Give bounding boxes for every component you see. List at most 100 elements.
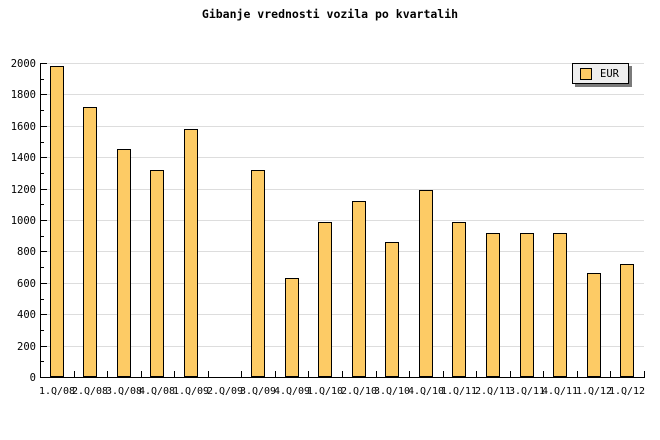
bar [520,233,534,377]
y-axis-label: 200 [17,341,36,353]
y-axis [40,63,41,378]
x-axis-label: 3.Q/10 [373,386,411,397]
bar [486,233,500,377]
y-tick [41,142,44,143]
bar [285,278,299,377]
x-axis-label: 2.Q/10 [340,386,378,397]
y-axis-label: 1800 [10,89,36,101]
x-axis-label: 2.Q/09 [206,386,244,397]
x-axis [40,377,645,378]
y-tick [41,157,47,158]
legend-swatch-icon [580,67,592,80]
y-tick [41,204,44,205]
y-tick [41,173,44,174]
bar [150,170,164,377]
x-tick [476,371,477,377]
bar [83,107,97,377]
y-tick [41,236,44,237]
y-tick [41,314,47,315]
y-axis-label: 2000 [10,58,36,70]
y-axis-label: 0 [29,372,36,384]
y-tick [41,189,47,190]
y-axis-label: 1400 [10,152,36,164]
bar [318,222,332,377]
bar [553,233,567,377]
x-axis-label: 4.Q/08 [138,386,176,397]
x-axis-label: 4.Q/09 [273,386,311,397]
y-tick [41,346,47,347]
x-tick [577,371,578,377]
bar [184,129,198,377]
y-tick [41,299,44,300]
y-axis-label: 600 [17,278,36,290]
bar [620,264,634,377]
x-tick [342,371,343,377]
y-tick [41,94,47,95]
bar [385,242,399,377]
y-tick [41,63,47,64]
y-tick [41,126,47,127]
x-axis-label: 1.Q/08 [38,386,76,397]
gridline [40,157,644,158]
gridline [40,251,644,252]
y-tick [41,377,47,378]
chart-title: Gibanje vrednosti vozila po kvartalih [201,7,459,21]
x-tick [644,371,645,377]
x-tick [241,371,242,377]
x-axis-label: 2.Q/08 [71,386,109,397]
y-tick [41,330,44,331]
x-axis-label: 1.Q/11 [440,386,478,397]
y-tick [41,251,47,252]
gridline [40,283,644,284]
x-tick [543,371,544,377]
x-tick [141,371,142,377]
bar [419,190,433,377]
gridline [40,220,644,221]
x-tick [40,371,41,377]
gridline [40,346,644,347]
x-tick [107,371,108,377]
x-tick [275,371,276,377]
x-tick [409,371,410,377]
bar [587,273,601,377]
legend-label: EUR [600,67,619,80]
y-axis-label: 1600 [10,121,36,133]
x-axis-label: 1.Q/12 [608,386,646,397]
y-tick [41,361,44,362]
gridline [40,126,644,127]
bar [50,66,64,377]
x-tick [376,371,377,377]
x-tick [510,371,511,377]
x-axis-label: 4.Q/11 [541,386,579,397]
x-axis-label: 1.Q/09 [172,386,210,397]
gridline [40,63,644,64]
x-tick [443,371,444,377]
x-axis-label: 2.Q/11 [474,386,512,397]
y-axis-label: 1200 [10,184,36,196]
x-axis-label: 3.Q/11 [508,386,546,397]
y-axis-label: 800 [17,246,36,258]
y-tick [41,220,47,221]
gridline [40,314,644,315]
gridline [40,189,644,190]
gridline [40,94,644,95]
x-tick [610,371,611,377]
bar [117,149,131,377]
x-axis-label: 3.Q/09 [239,386,277,397]
x-tick [74,371,75,377]
y-tick [41,110,44,111]
legend: EUR [572,63,629,84]
y-tick [41,267,44,268]
x-axis-label: 3.Q/08 [105,386,143,397]
bar [352,201,366,377]
x-axis-label: 1.Q/12 [575,386,613,397]
x-tick [308,371,309,377]
y-tick [41,79,44,80]
bar [452,222,466,377]
x-tick [208,371,209,377]
y-axis-label: 1000 [10,215,36,227]
x-axis-label: 4.Q/10 [407,386,445,397]
x-tick [174,371,175,377]
y-tick [41,283,47,284]
